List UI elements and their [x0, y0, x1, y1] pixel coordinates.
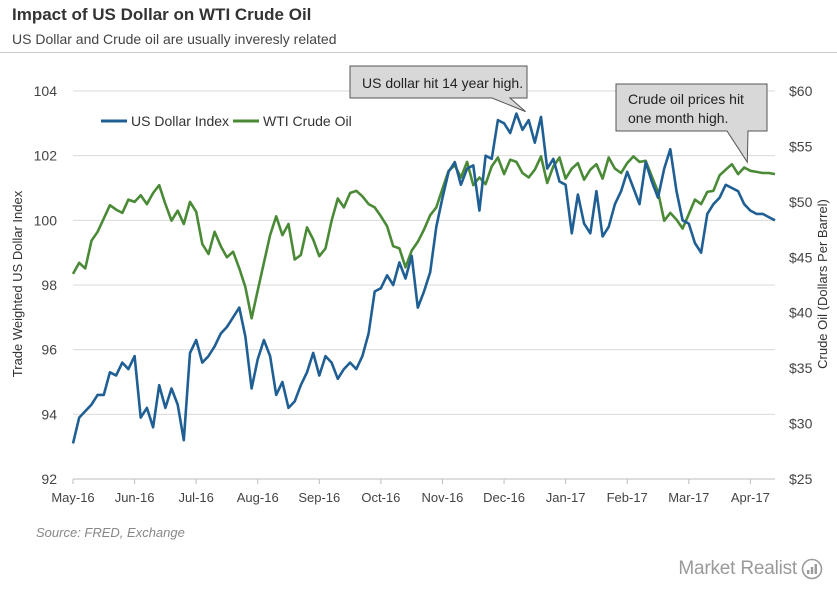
- header-divider: [0, 52, 837, 53]
- y-right-tick-label: $55: [789, 138, 813, 154]
- series-lines: [71, 112, 776, 444]
- x-tick-label: Jul-16: [178, 490, 213, 505]
- x-tick-label: Jun-16: [115, 490, 155, 505]
- us-dollar-index-line: [71, 112, 776, 444]
- brand-icon: [801, 558, 823, 580]
- left-axis-ticks: 92 94 96 98 100 102 104: [34, 83, 58, 487]
- x-tick-label: Oct-16: [361, 490, 400, 505]
- x-axis-ticks: May-16 Jun-16 Jul-16 Aug-16 Sep-16 Oct-16 Nov-…: [51, 479, 770, 505]
- y-right-tick-label: $25: [789, 471, 813, 487]
- x-tick-label: May-16: [51, 490, 94, 505]
- y-left-tick-label: 100: [34, 212, 58, 228]
- legend-us-dollar-label: US Dollar Index: [131, 113, 229, 129]
- brand-logo: Market Realist: [678, 555, 823, 583]
- y-left-tick-label: 92: [41, 471, 57, 487]
- right-axis-ticks: $25 $30 $35 $40 $45 $50 $55 $60: [789, 83, 813, 487]
- x-tick-label: Mar-17: [668, 490, 709, 505]
- y-right-tick-label: $45: [789, 249, 813, 265]
- x-tick-label: Nov-16: [422, 490, 464, 505]
- callout-usd-text: US dollar hit 14 year high.: [362, 75, 523, 91]
- y-right-tick-label: $60: [789, 83, 813, 99]
- source-note: Source: FRED, Exchange: [36, 525, 185, 540]
- x-tick-label: Jan-17: [546, 490, 586, 505]
- x-tick-label: Dec-16: [483, 490, 525, 505]
- y-left-tick-label: 98: [41, 277, 57, 293]
- x-tick-label: Feb-17: [607, 490, 648, 505]
- brand-name: Market Realist: [678, 558, 797, 579]
- x-tick-label: Aug-16: [237, 490, 279, 505]
- y-left-tick-label: 96: [41, 342, 57, 358]
- y-right-tick-label: $40: [789, 305, 813, 321]
- y-right-tick-label: $50: [789, 194, 813, 210]
- callout-oil-box: [615, 83, 768, 164]
- y-left-tick-label: 94: [41, 406, 57, 422]
- y-axis-right-label: Crude Oil (Dollars Per Barrel): [815, 199, 830, 369]
- x-tick-label: Apr-17: [731, 490, 770, 505]
- callout-oil-text-line2: one month high.: [628, 110, 728, 126]
- y-left-tick-label: 104: [34, 83, 58, 99]
- y-axis-left-label: Trade Weighted US Dollar Index: [10, 190, 25, 377]
- x-tick-label: Sep-16: [298, 490, 340, 505]
- y-right-tick-label: $30: [789, 416, 813, 432]
- y-right-tick-label: $35: [789, 360, 813, 376]
- callout-oil-text-line1: Crude oil prices hit: [628, 91, 744, 107]
- y-left-tick-label: 102: [34, 148, 58, 164]
- chart-title: Impact of US Dollar on WTI Crude Oil: [12, 5, 312, 24]
- chart-subtitle: US Dollar and Crude oil are usually inve…: [12, 31, 337, 47]
- callout-usd-box: [349, 65, 528, 113]
- callouts: US dollar hit 14 year high. Crude oil pri…: [349, 65, 768, 164]
- legend-wti-label: WTI Crude Oil: [263, 113, 352, 129]
- legend: US Dollar Index WTI Crude Oil: [101, 113, 352, 129]
